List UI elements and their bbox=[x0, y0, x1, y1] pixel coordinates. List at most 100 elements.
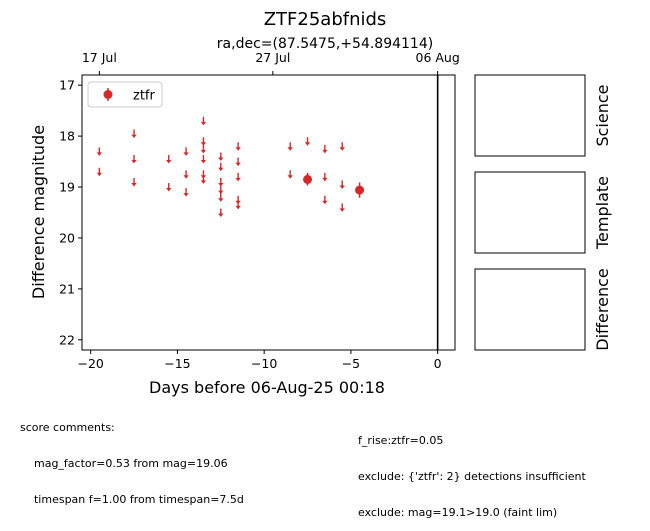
upper-limit-arrowhead bbox=[183, 193, 189, 197]
panel-difference-label: Difference bbox=[593, 268, 612, 350]
upper-limit-arrowhead bbox=[200, 121, 207, 126]
y-tick-label: 18 bbox=[59, 129, 75, 144]
panel-difference-box bbox=[474, 268, 586, 351]
upper-limit-marker bbox=[235, 157, 241, 167]
upper-limit-arrowhead bbox=[200, 142, 207, 146]
panel-template-box bbox=[474, 171, 586, 254]
upper-limit-marker bbox=[183, 188, 189, 197]
comment-line: exclude: {'ztfr': 2} detections insuffic… bbox=[358, 470, 586, 483]
upper-limit-marker bbox=[218, 152, 224, 161]
upper-limit-arrowhead bbox=[200, 160, 207, 164]
detection-point bbox=[303, 173, 313, 186]
upper-limit-marker bbox=[339, 142, 345, 151]
upper-limit-marker bbox=[322, 144, 328, 154]
upper-limit-arrowhead bbox=[183, 175, 189, 179]
upper-limit-marker bbox=[287, 170, 293, 179]
upper-limit-arrowhead bbox=[339, 208, 345, 212]
upper-limit-marker bbox=[166, 155, 172, 164]
detection-point bbox=[355, 182, 365, 198]
upper-limit-arrowhead bbox=[322, 149, 328, 154]
upper-limit-marker bbox=[218, 162, 224, 172]
comment-line: f_rise:ztfr=0.05 bbox=[358, 434, 444, 447]
upper-limit-marker bbox=[166, 183, 172, 192]
upper-limit-arrowhead bbox=[166, 188, 172, 192]
panel-template-label: Template bbox=[593, 176, 612, 250]
upper-limit-marker bbox=[183, 170, 189, 179]
upper-limit-marker bbox=[218, 185, 224, 195]
upper-limit-arrowhead bbox=[235, 147, 241, 151]
x-tick-label: −10 bbox=[251, 356, 277, 371]
y-axis-label: Difference magnitude bbox=[29, 125, 48, 299]
upper-limit-marker bbox=[131, 129, 137, 139]
y-tick-label: 21 bbox=[59, 281, 75, 296]
upper-limit-marker bbox=[339, 203, 345, 212]
upper-limit-marker bbox=[235, 200, 241, 210]
upper-limit-arrowhead bbox=[235, 205, 241, 210]
y-tick-label: 19 bbox=[59, 180, 75, 195]
upper-limit-marker bbox=[200, 144, 207, 154]
legend: ztfr bbox=[87, 81, 163, 108]
comment-line: score comments: bbox=[20, 421, 115, 434]
upper-limit-arrowhead bbox=[304, 142, 311, 146]
upper-limit-marker bbox=[200, 175, 207, 184]
upper-limit-arrowhead bbox=[287, 147, 293, 151]
plot-frame bbox=[81, 74, 456, 351]
detection-marker bbox=[303, 174, 313, 184]
legend-marker bbox=[103, 90, 113, 99]
upper-limit-marker bbox=[287, 142, 293, 151]
x-tick-label: −15 bbox=[164, 356, 190, 371]
score-comments: score comments: mag_factor=0.53 from mag… bbox=[20, 398, 244, 518]
upper-limit-marker bbox=[218, 193, 224, 202]
image-panels: Science Template Difference bbox=[474, 74, 612, 351]
top-x-tick-label: 06 Aug bbox=[416, 50, 460, 65]
upper-limit-marker bbox=[131, 155, 137, 164]
upper-limit-arrowhead bbox=[339, 185, 345, 189]
detection-marker bbox=[355, 185, 365, 195]
lightcurve-figure: ZTF25abfnids ra,dec=(87.5475,+54.894114)… bbox=[29, 9, 612, 397]
comment-line: timespan f=1.00 from timespan=7.5d bbox=[20, 493, 244, 506]
upper-limit-marker bbox=[200, 137, 207, 146]
top-x-tick-label: 17 Jul bbox=[82, 50, 117, 65]
upper-limit-arrowhead bbox=[322, 177, 328, 182]
upper-limit-marker bbox=[200, 155, 207, 164]
upper-limit-arrowhead bbox=[131, 160, 137, 164]
plot-area: −20 −15 −10 −5 0 17 Jul 27 Jul 06 Aug 17 18 19 20 21… bbox=[59, 50, 460, 371]
upper-limit-arrowhead bbox=[96, 172, 102, 177]
upper-limit-marker bbox=[183, 147, 189, 156]
comment-line: exclude: mag=19.1>19.0 (faint lim) bbox=[358, 506, 558, 519]
upper-limit-arrowhead bbox=[131, 182, 137, 187]
upper-limit-arrowhead bbox=[218, 198, 224, 202]
y-tick-label: 20 bbox=[59, 230, 75, 245]
upper-limit-arrowhead bbox=[339, 147, 345, 151]
upper-limit-marker bbox=[96, 167, 102, 177]
upper-limit-marker bbox=[322, 195, 328, 205]
x-axis-label: Days before 06-Aug-25 00:18 bbox=[149, 378, 385, 397]
upper-limit-arrowhead bbox=[96, 152, 102, 156]
x-tick-label: −20 bbox=[77, 356, 103, 371]
upper-limit-marker bbox=[96, 147, 102, 156]
comment-line: mag_factor=0.53 from mag=19.06 bbox=[20, 457, 228, 470]
upper-limit-arrowhead bbox=[218, 190, 224, 195]
upper-limit-arrowhead bbox=[235, 162, 241, 167]
x-tick-label: 0 bbox=[434, 356, 442, 371]
panel-science-box bbox=[474, 74, 586, 157]
upper-limit-marker bbox=[322, 172, 328, 182]
upper-limit-marker bbox=[235, 142, 241, 151]
upper-limit-marker bbox=[235, 172, 241, 182]
exclude-comments: f_rise:ztfr=0.05 exclude: {'ztfr': 2} de… bbox=[358, 411, 586, 531]
upper-limit-arrowhead bbox=[183, 152, 189, 156]
upper-limit-arrowhead bbox=[218, 157, 224, 161]
legend-label: ztfr bbox=[133, 89, 155, 104]
upper-limit-arrowhead bbox=[218, 213, 224, 217]
panel-science-label: Science bbox=[593, 84, 612, 146]
upper-limit-marker bbox=[339, 180, 345, 189]
x-tick-label: −5 bbox=[342, 356, 360, 371]
chart-title: ZTF25abfnids bbox=[264, 9, 387, 30]
top-x-tick-label: 27 Jul bbox=[255, 50, 290, 65]
upper-limit-arrowhead bbox=[287, 175, 293, 179]
upper-limit-arrowhead bbox=[322, 200, 328, 205]
upper-limit-arrowhead bbox=[200, 180, 207, 184]
upper-limit-marker bbox=[304, 137, 311, 146]
upper-limit-arrowhead bbox=[218, 182, 224, 187]
upper-limit-arrowhead bbox=[166, 160, 172, 164]
